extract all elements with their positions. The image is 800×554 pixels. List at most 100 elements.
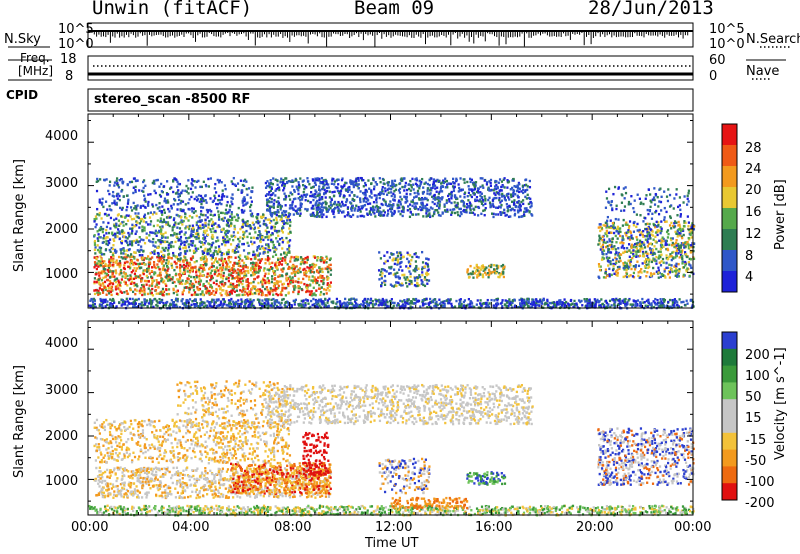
power-cell [371, 209, 374, 212]
power-cell [391, 179, 394, 183]
power-cell [115, 203, 118, 206]
power-cell [257, 289, 260, 293]
power-cell [425, 197, 428, 200]
power-cell [118, 230, 121, 233]
power-cell [479, 273, 482, 276]
power-cell [321, 180, 325, 184]
power-cell [653, 272, 656, 275]
power-cell [432, 197, 435, 200]
power-cell [244, 255, 247, 258]
power-cell [314, 202, 317, 205]
power-cell [190, 234, 193, 238]
power-cell [98, 246, 101, 249]
power-cell [463, 191, 467, 194]
power-cell [189, 264, 192, 267]
power-cell [405, 265, 408, 268]
power-cell [162, 265, 165, 269]
power-cell [410, 200, 413, 203]
power-cell [456, 211, 459, 214]
power-cell [520, 215, 523, 218]
power-cell [175, 232, 178, 236]
power-cell [223, 238, 227, 241]
power-cell [106, 264, 109, 268]
power-cell [157, 259, 160, 262]
power-cell [231, 275, 234, 278]
power-cell [200, 202, 203, 206]
power-cell [202, 213, 206, 217]
power-cell [379, 191, 382, 195]
power-cell [220, 253, 223, 257]
power-cell [251, 271, 255, 274]
power-cell [408, 254, 412, 257]
power-cell [272, 177, 275, 180]
power-cell [689, 258, 693, 261]
power-cell [175, 213, 178, 217]
power-cell [220, 198, 224, 201]
power-cell [236, 231, 240, 234]
power-cell [241, 290, 244, 293]
power-cell [408, 265, 412, 268]
power-cell [488, 189, 491, 192]
power-cell [176, 180, 179, 184]
power-cell [264, 262, 267, 265]
power-cell [252, 250, 255, 253]
power-cell [203, 229, 206, 233]
power-cell [104, 263, 107, 266]
power-cell [158, 185, 161, 188]
power-cell [138, 266, 142, 270]
power-cell [674, 274, 677, 277]
power-cell [459, 207, 462, 211]
power-cell [217, 250, 220, 254]
power-cell [468, 206, 471, 209]
power-cell [222, 227, 225, 230]
power-cell [185, 217, 188, 220]
power-cell [296, 269, 299, 272]
power-cell [398, 277, 401, 280]
power-cell [485, 183, 489, 186]
power-cell [110, 288, 113, 292]
power-cell [209, 254, 212, 257]
power-cell [288, 250, 291, 253]
power-cell [326, 210, 330, 213]
power-cell [407, 266, 410, 270]
power-cell [231, 276, 234, 280]
power-cell [489, 178, 493, 182]
power-cell [290, 255, 293, 259]
power-cell [237, 293, 240, 297]
power-cell [124, 272, 128, 276]
power-cell [283, 184, 286, 188]
power-cell [366, 198, 369, 201]
power-cell [528, 211, 531, 214]
power-cell [442, 181, 446, 185]
power-cell [103, 253, 106, 256]
power-cell [282, 220, 285, 223]
power-cell [93, 218, 96, 221]
power-cell [327, 277, 330, 280]
power-cell [237, 268, 240, 271]
power-cell [444, 210, 447, 213]
power-cell [184, 189, 187, 193]
power-cell [177, 198, 181, 202]
power-cell [268, 196, 272, 200]
power-cell [238, 281, 241, 285]
power-cell [114, 236, 117, 239]
power-cell [474, 184, 477, 187]
power-cell [479, 198, 482, 201]
power-cell [294, 177, 297, 181]
power-cell [392, 198, 395, 201]
power-cell [305, 285, 308, 288]
power-cell [310, 292, 313, 295]
power-cell [364, 196, 367, 200]
power-cell [115, 250, 118, 253]
power-cell [113, 224, 116, 228]
power-cell [397, 210, 400, 213]
power-cell [384, 200, 387, 204]
power-cell [191, 255, 194, 258]
power-cell [222, 271, 225, 275]
power-cell [401, 205, 404, 209]
power-cell [141, 258, 144, 261]
power-cell [281, 227, 284, 230]
power-cell [261, 280, 264, 284]
power-cell [157, 281, 161, 284]
power-cell [466, 268, 469, 271]
